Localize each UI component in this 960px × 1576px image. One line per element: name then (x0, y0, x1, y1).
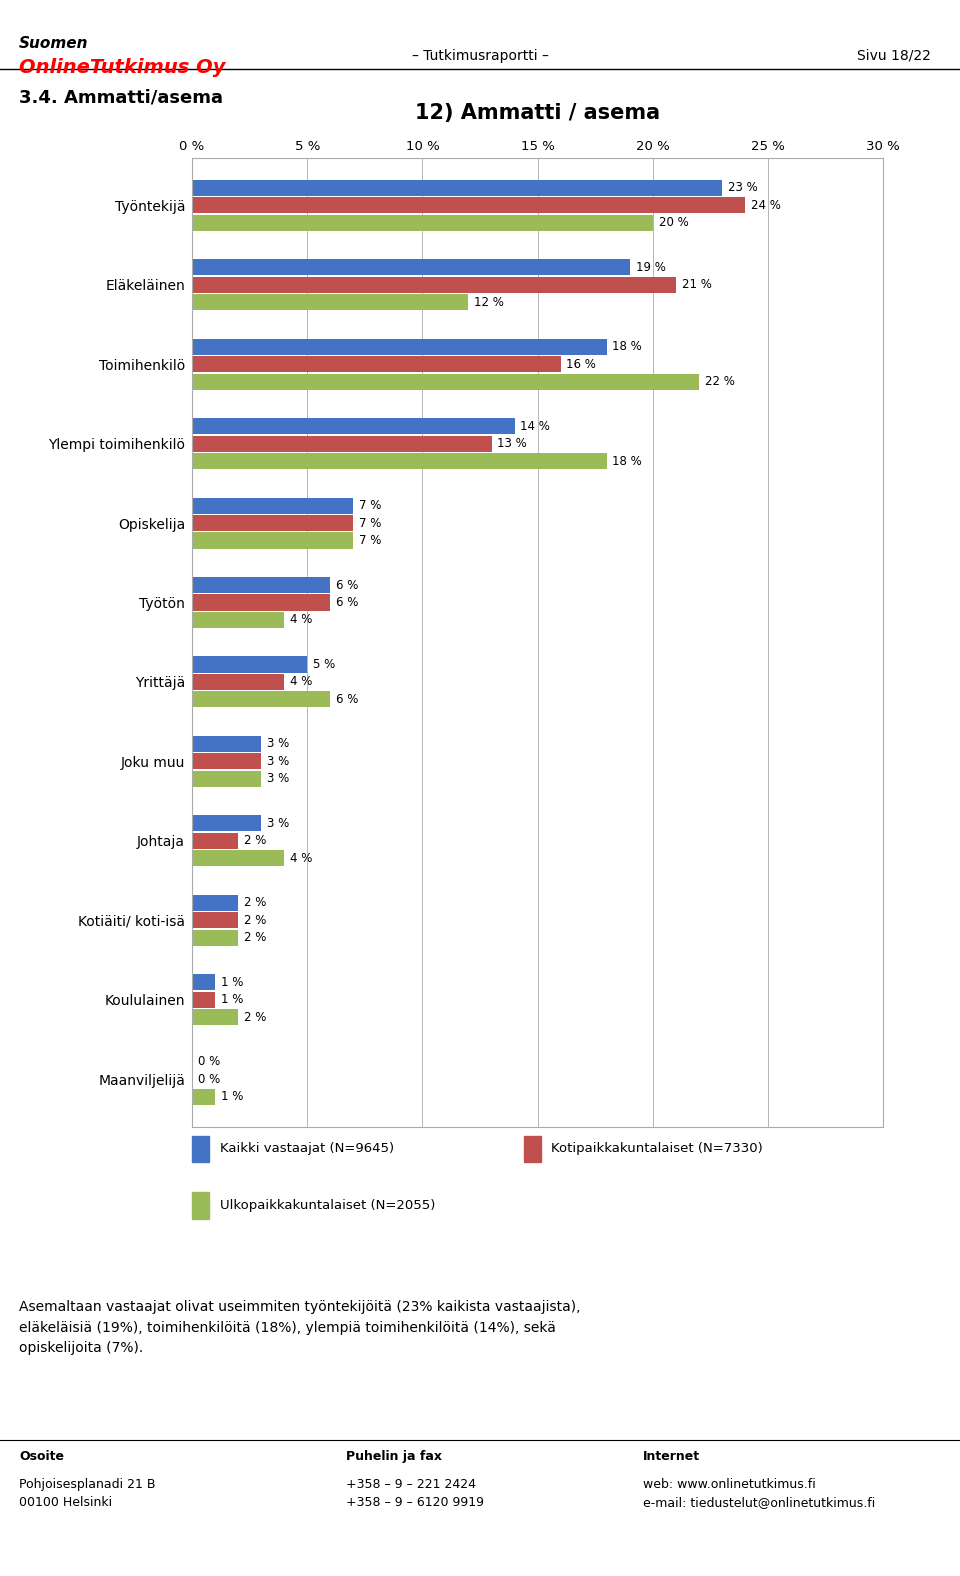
Text: 7 %: 7 % (359, 500, 381, 512)
Title: 12) Ammatti / asema: 12) Ammatti / asema (415, 102, 660, 123)
Bar (192, 1089, 215, 1105)
Text: 22 %: 22 % (705, 375, 734, 388)
Bar (192, 1009, 238, 1026)
Text: OnlineTutkimus Oy: OnlineTutkimus Oy (19, 58, 226, 77)
Text: Kaikki vastaajat (N=9645): Kaikki vastaajat (N=9645) (220, 1143, 394, 1155)
Bar (192, 832, 238, 849)
Text: 6 %: 6 % (336, 596, 358, 608)
Text: 3 %: 3 % (267, 772, 289, 785)
Text: Internet: Internet (643, 1450, 701, 1463)
Text: 3 %: 3 % (267, 738, 289, 750)
Bar (192, 611, 284, 627)
Bar (192, 895, 238, 911)
Text: web: www.onlinetutkimus.fi
e-mail: tiedustelut@onlinetutkimus.fi: web: www.onlinetutkimus.fi e-mail: tiedu… (643, 1478, 876, 1510)
Bar (192, 258, 630, 276)
Text: 12 %: 12 % (474, 296, 504, 309)
Text: 14 %: 14 % (520, 419, 550, 433)
Text: 1 %: 1 % (221, 993, 243, 1005)
Text: 2 %: 2 % (244, 1010, 266, 1024)
Bar (192, 753, 261, 769)
Text: 2 %: 2 % (244, 897, 266, 909)
Bar (192, 356, 561, 372)
Text: – Tutkimusraportti –: – Tutkimusraportti – (412, 49, 548, 63)
Bar (192, 851, 284, 867)
Text: Sivu 18/22: Sivu 18/22 (857, 49, 931, 63)
Text: 6 %: 6 % (336, 578, 358, 591)
Text: +358 – 9 – 221 2424
+358 – 9 – 6120 9919: +358 – 9 – 221 2424 +358 – 9 – 6120 9919 (346, 1478, 484, 1510)
Bar (192, 197, 745, 213)
Bar (192, 435, 492, 452)
Bar (192, 418, 515, 433)
Text: 21 %: 21 % (682, 279, 711, 292)
Text: 18 %: 18 % (612, 340, 642, 353)
Text: 1 %: 1 % (221, 976, 243, 988)
Text: Ulkopaikkakuntalaiset (N=2055): Ulkopaikkakuntalaiset (N=2055) (220, 1199, 435, 1212)
Text: 23 %: 23 % (728, 181, 757, 194)
Text: 1 %: 1 % (221, 1091, 243, 1103)
Text: Pohjoisesplanadi 21 B
00100 Helsinki: Pohjoisesplanadi 21 B 00100 Helsinki (19, 1478, 156, 1510)
Bar (192, 771, 261, 786)
Text: 2 %: 2 % (244, 931, 266, 944)
Text: 3 %: 3 % (267, 755, 289, 768)
Text: 19 %: 19 % (636, 260, 665, 274)
FancyBboxPatch shape (192, 1136, 209, 1162)
Text: 24 %: 24 % (751, 199, 780, 211)
Bar (192, 913, 238, 928)
Bar (192, 930, 238, 946)
Text: Kotipaikkakuntalaiset (N=7330): Kotipaikkakuntalaiset (N=7330) (551, 1143, 763, 1155)
Text: 7 %: 7 % (359, 534, 381, 547)
FancyBboxPatch shape (192, 1193, 209, 1218)
Bar (192, 657, 307, 673)
Text: 16 %: 16 % (566, 358, 596, 370)
Text: 13 %: 13 % (497, 437, 527, 451)
Text: 5 %: 5 % (313, 657, 335, 671)
Text: 6 %: 6 % (336, 693, 358, 706)
Bar (192, 594, 330, 610)
Text: 20 %: 20 % (659, 216, 688, 229)
Text: Asemaltaan vastaajat olivat useimmiten työntekijöitä (23% kaikista vastaajista),: Asemaltaan vastaajat olivat useimmiten t… (19, 1300, 581, 1355)
Bar (192, 339, 607, 355)
Text: 3 %: 3 % (267, 816, 289, 831)
Bar (192, 815, 261, 832)
Bar (192, 498, 353, 514)
Bar (192, 452, 607, 470)
Text: 4 %: 4 % (290, 851, 312, 865)
Bar (192, 736, 261, 752)
Text: Puhelin ja fax: Puhelin ja fax (346, 1450, 442, 1463)
Bar (192, 675, 284, 690)
Text: 18 %: 18 % (612, 454, 642, 468)
Bar (192, 180, 722, 195)
Text: Osoite: Osoite (19, 1450, 64, 1463)
Text: 2 %: 2 % (244, 914, 266, 927)
Bar (192, 577, 330, 593)
Bar (192, 515, 353, 531)
Text: 4 %: 4 % (290, 676, 312, 689)
Text: 0 %: 0 % (198, 1056, 220, 1069)
Text: 0 %: 0 % (198, 1073, 220, 1086)
Text: 2 %: 2 % (244, 834, 266, 848)
Bar (192, 974, 215, 990)
Text: Suomen: Suomen (19, 36, 88, 52)
Bar (192, 374, 699, 389)
Text: 7 %: 7 % (359, 517, 381, 530)
Bar (192, 295, 468, 310)
Bar (192, 991, 215, 1007)
Bar (192, 214, 653, 230)
Bar (192, 277, 676, 293)
Bar (192, 692, 330, 708)
FancyBboxPatch shape (524, 1136, 541, 1162)
Bar (192, 533, 353, 548)
Text: 4 %: 4 % (290, 613, 312, 627)
Text: 3.4. Ammatti/asema: 3.4. Ammatti/asema (19, 88, 223, 106)
